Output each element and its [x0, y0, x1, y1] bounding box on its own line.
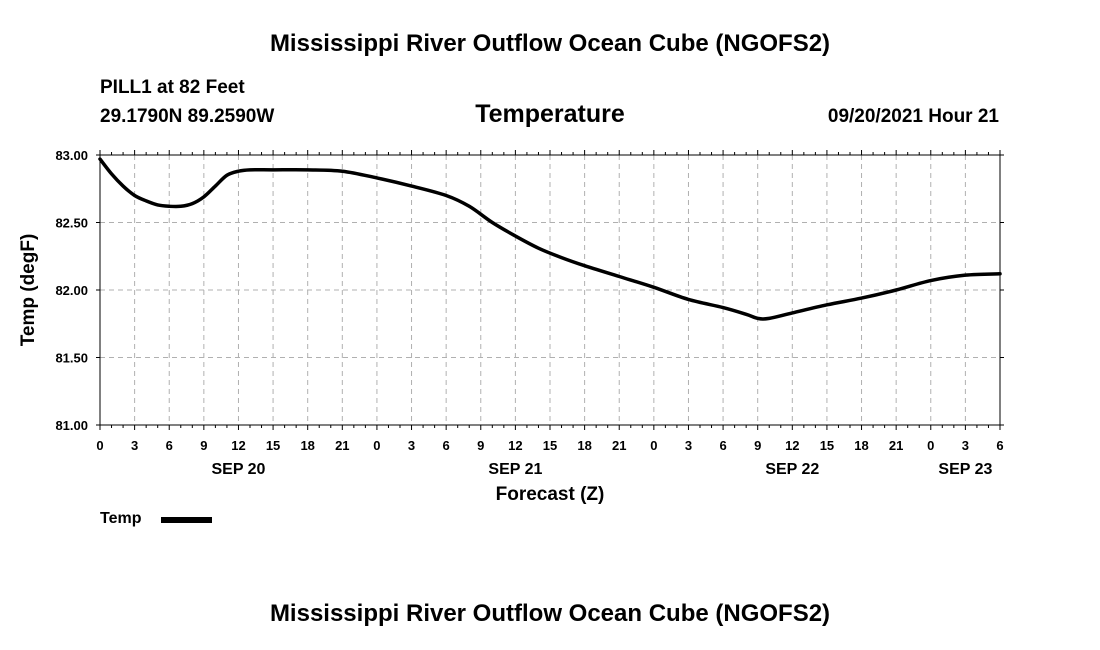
x-tick-labels: 0 3 6 9 12 15 18 21 0 3 6 9 12 15 18 21 0 3 6 9 12 15 18 21 0 3 6 — [96, 438, 1003, 453]
x-tick-label: 18 — [300, 438, 314, 453]
x-tick-label: 3 — [408, 438, 415, 453]
station-name: PILL1 at 82 Feet — [100, 77, 245, 98]
x-tick-label: 6 — [996, 438, 1003, 453]
y-tick-label: 83.00 — [55, 148, 88, 163]
chart-title: Temperature — [475, 100, 625, 128]
x-tick-label: 15 — [266, 438, 280, 453]
x-tick-label: 6 — [166, 438, 173, 453]
x-tick-label: 12 — [785, 438, 799, 453]
x-tick-label: 18 — [854, 438, 868, 453]
main-title: Mississippi River Outflow Ocean Cube (NG… — [269, 30, 831, 57]
x-tick-label: 3 — [131, 438, 138, 453]
x-axis-title: Forecast (Z) — [496, 484, 605, 505]
x-tick-label: 6 — [719, 438, 726, 453]
date-label: SEP 23 — [938, 461, 992, 478]
forecast-datetime: 09/20/2021 Hour 21 — [827, 106, 999, 127]
x-tick-label: 0 — [373, 438, 380, 453]
footer-title: Mississippi River Outflow Ocean Cube (NG… — [269, 600, 831, 627]
x-tick-label: 15 — [820, 438, 834, 453]
x-tick-label: 3 — [962, 438, 969, 453]
x-tick-label: 21 — [889, 438, 903, 453]
x-tick-label: 15 — [543, 438, 557, 453]
y-tick-label: 81.00 — [55, 418, 88, 433]
temp-series-line — [98, 157, 1002, 321]
y-tick-label: 82.50 — [55, 216, 88, 231]
x-tick-label: 6 — [443, 438, 450, 453]
x-tick-label: 21 — [335, 438, 349, 453]
x-tick-label: 9 — [200, 438, 207, 453]
x-tick-label: 18 — [577, 438, 591, 453]
x-tick-label: 12 — [508, 438, 522, 453]
x-tick-label: 9 — [477, 438, 484, 453]
grid-lines — [100, 155, 1000, 425]
x-tick-label: 0 — [650, 438, 657, 453]
date-labels: SEP 20 SEP 21 SEP 22 SEP 23 — [211, 461, 992, 478]
date-label: SEP 22 — [765, 461, 819, 478]
y-tick-labels: 81.00 81.50 82.00 82.50 83.00 — [55, 148, 88, 433]
x-tick-label: 0 — [96, 438, 103, 453]
y-axis-title: Temp (degF) — [18, 234, 39, 347]
x-tick-label: 9 — [754, 438, 761, 453]
x-tick-label: 0 — [927, 438, 934, 453]
x-tick-label: 12 — [231, 438, 245, 453]
axis-ticks — [96, 150, 1004, 430]
y-tick-label: 82.00 — [55, 283, 88, 298]
x-tick-label: 3 — [685, 438, 692, 453]
x-tick-label: 21 — [612, 438, 626, 453]
legend-label: Temp — [100, 510, 142, 527]
y-tick-label: 81.50 — [55, 351, 88, 366]
date-label: SEP 20 — [211, 461, 265, 478]
station-coordinates: 29.1790N 89.2590W — [100, 106, 275, 127]
date-label: SEP 21 — [488, 461, 542, 478]
